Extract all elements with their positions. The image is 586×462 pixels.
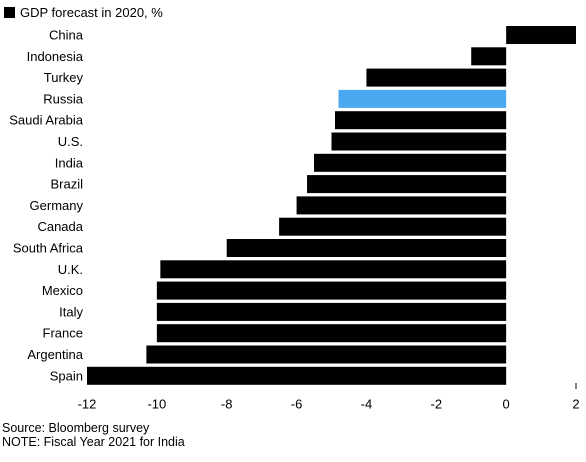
bar — [156, 302, 507, 321]
category-label: Russia — [43, 91, 84, 106]
category-label: Turkey — [44, 70, 84, 85]
legend-swatch — [4, 6, 15, 18]
chart-legend: GDP forecast in 2020, % — [4, 4, 163, 20]
x-tick-label: 2 — [572, 397, 579, 412]
category-label: Indonesia — [27, 49, 84, 64]
bar — [160, 260, 507, 279]
category-label: Canada — [37, 219, 83, 234]
x-tick-label: -2 — [431, 397, 443, 412]
bar — [87, 366, 507, 385]
bar — [331, 132, 507, 151]
bar — [296, 196, 507, 215]
category-label: U.K. — [58, 262, 83, 277]
category-label: France — [43, 326, 83, 341]
category-label: Mexico — [42, 283, 83, 298]
x-tick-label: -8 — [221, 397, 233, 412]
x-tick-label: -10 — [147, 397, 166, 412]
x-tick-label: -6 — [291, 397, 303, 412]
category-label: South Africa — [13, 241, 84, 256]
bar — [156, 324, 507, 343]
category-label: China — [49, 28, 84, 43]
x-tick-label: 0 — [503, 397, 510, 412]
source-note: Source: Bloomberg survey — [2, 421, 150, 435]
bar — [156, 281, 507, 300]
category-label: Argentina — [27, 347, 83, 362]
bar-chart: China Indonesia Turkey Russia Saudi Arabia U.… — [9, 26, 580, 412]
bar — [506, 26, 576, 44]
category-label: Brazil — [50, 177, 83, 192]
bar — [314, 153, 507, 172]
chart-footer: Source: Bloomberg survey NOTE: Fiscal Ye… — [2, 421, 185, 449]
x-tick-label: -12 — [78, 397, 97, 412]
bar — [279, 217, 507, 236]
category-label: India — [55, 155, 84, 170]
bar — [226, 239, 507, 257]
bar — [307, 175, 507, 194]
bar — [338, 89, 507, 108]
fiscal-year-note: NOTE: Fiscal Year 2021 for India — [2, 435, 185, 449]
bar — [471, 47, 507, 66]
legend-label: GDP forecast in 2020, % — [20, 4, 163, 20]
x-tick-label: -4 — [361, 397, 373, 412]
bar — [366, 68, 507, 87]
category-label: Germany — [30, 198, 84, 213]
category-label: Italy — [59, 304, 83, 319]
category-label: Spain — [50, 368, 83, 383]
bar — [334, 111, 507, 130]
bar — [146, 345, 507, 364]
category-label: U.S. — [58, 134, 83, 149]
category-label: Saudi Arabia — [9, 113, 83, 128]
